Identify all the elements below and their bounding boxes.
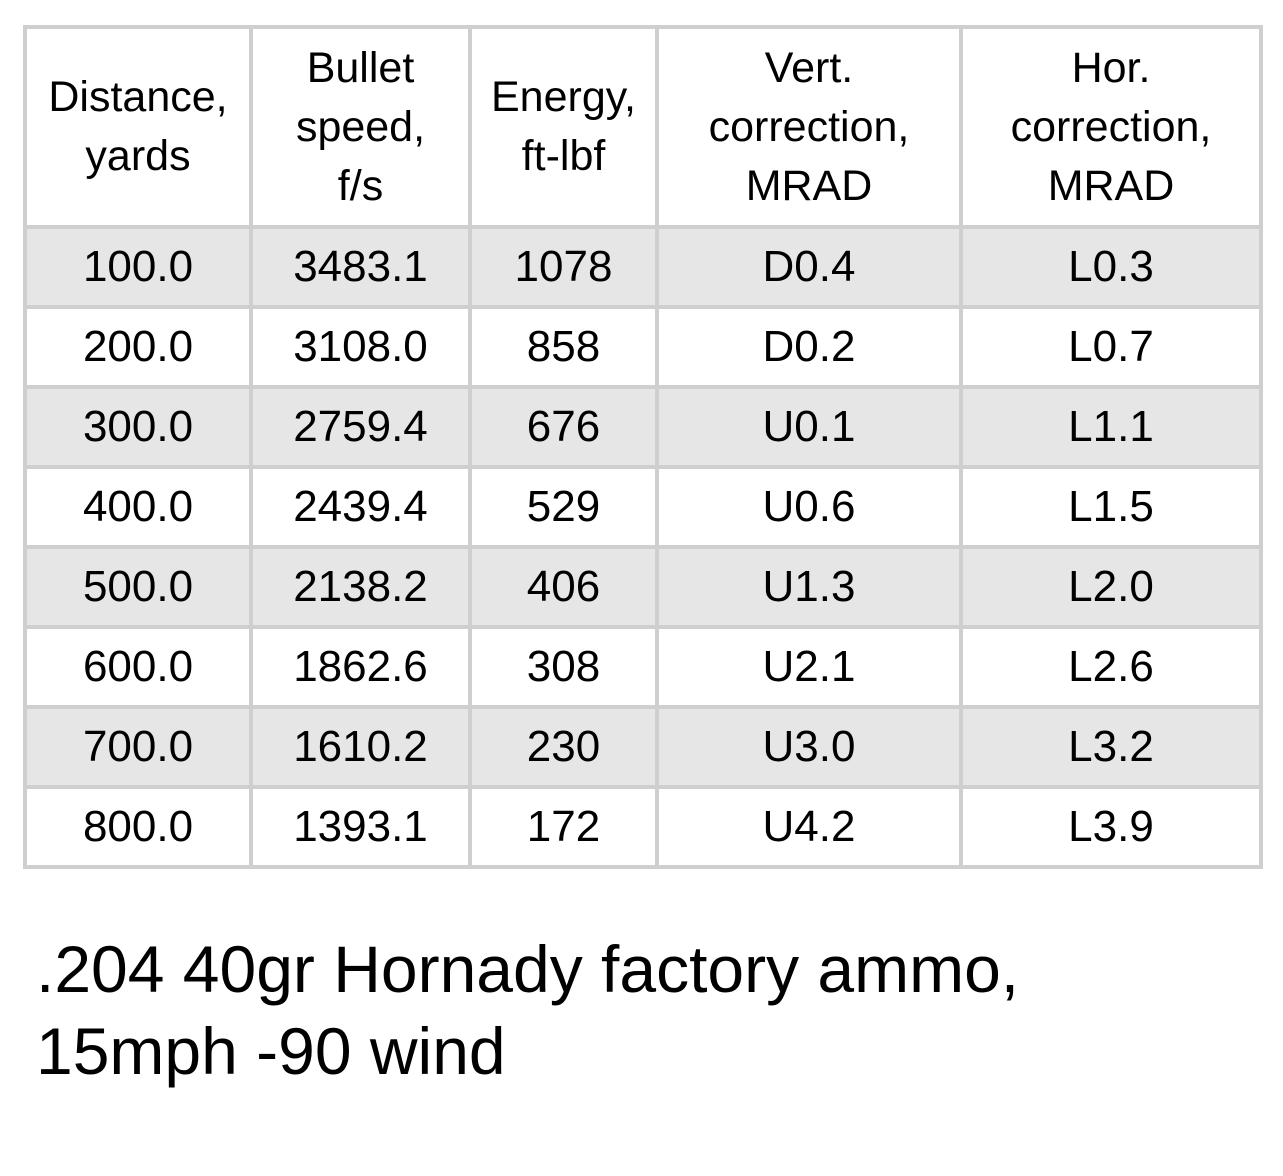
header-bullet-speed: Bullet speed, f/s xyxy=(249,25,472,229)
cell-distance: 400.0 xyxy=(23,465,253,549)
ballistic-table: Distance, yards Bullet speed, f/s Energy… xyxy=(23,25,1263,869)
table-row: 500.0 2138.2 406 U1.3 L2.0 xyxy=(23,545,1263,629)
cell-bullet-speed: 2759.4 xyxy=(249,385,472,469)
header-distance: Distance, yards xyxy=(23,25,253,229)
cell-vert-correction: U1.3 xyxy=(655,545,963,629)
cell-energy: 406 xyxy=(468,545,659,629)
cell-bullet-speed: 3108.0 xyxy=(249,305,472,389)
cell-energy: 308 xyxy=(468,625,659,709)
cell-bullet-speed: 3483.1 xyxy=(249,225,472,309)
cell-energy: 529 xyxy=(468,465,659,549)
cell-vert-correction: D0.2 xyxy=(655,305,963,389)
cell-bullet-speed: 1862.6 xyxy=(249,625,472,709)
table-row: 200.0 3108.0 858 D0.2 L0.7 xyxy=(23,305,1263,389)
cell-vert-correction: U0.6 xyxy=(655,465,963,549)
cell-energy: 676 xyxy=(468,385,659,469)
cell-distance: 300.0 xyxy=(23,385,253,469)
cell-distance: 800.0 xyxy=(23,785,253,869)
cell-vert-correction: U0.1 xyxy=(655,385,963,469)
header-energy: Energy, ft-lbf xyxy=(468,25,659,229)
table-row: 400.0 2439.4 529 U0.6 L1.5 xyxy=(23,465,1263,549)
caption-line-1: .204 40gr Hornady factory ammo, xyxy=(36,932,1020,1006)
cell-hor-correction: L2.6 xyxy=(959,625,1263,709)
cell-hor-correction: L3.9 xyxy=(959,785,1263,869)
cell-distance: 700.0 xyxy=(23,705,253,789)
caption-line-2: 15mph -90 wind xyxy=(36,1014,506,1088)
cell-hor-correction: L1.5 xyxy=(959,465,1263,549)
cell-bullet-speed: 1393.1 xyxy=(249,785,472,869)
cell-hor-correction: L0.3 xyxy=(959,225,1263,309)
cell-distance: 500.0 xyxy=(23,545,253,629)
cell-bullet-speed: 2138.2 xyxy=(249,545,472,629)
table-row: 700.0 1610.2 230 U3.0 L3.2 xyxy=(23,705,1263,789)
cell-distance: 600.0 xyxy=(23,625,253,709)
cell-hor-correction: L0.7 xyxy=(959,305,1263,389)
cell-distance: 100.0 xyxy=(23,225,253,309)
cell-energy: 230 xyxy=(468,705,659,789)
header-vert-correction: Vert. correction, MRAD xyxy=(655,25,963,229)
cell-energy: 858 xyxy=(468,305,659,389)
table-header-row: Distance, yards Bullet speed, f/s Energy… xyxy=(23,25,1263,229)
caption: .204 40gr Hornady factory ammo, 15mph -90… xyxy=(36,928,1256,1092)
cell-energy: 1078 xyxy=(468,225,659,309)
cell-vert-correction: U4.2 xyxy=(655,785,963,869)
table-row: 300.0 2759.4 676 U0.1 L1.1 xyxy=(23,385,1263,469)
table-row: 100.0 3483.1 1078 D0.4 L0.3 xyxy=(23,225,1263,309)
table-row: 600.0 1862.6 308 U2.1 L2.6 xyxy=(23,625,1263,709)
cell-bullet-speed: 2439.4 xyxy=(249,465,472,549)
cell-distance: 200.0 xyxy=(23,305,253,389)
cell-hor-correction: L3.2 xyxy=(959,705,1263,789)
cell-vert-correction: D0.4 xyxy=(655,225,963,309)
cell-vert-correction: U2.1 xyxy=(655,625,963,709)
cell-vert-correction: U3.0 xyxy=(655,705,963,789)
header-hor-correction: Hor. correction, MRAD xyxy=(959,25,1263,229)
cell-hor-correction: L1.1 xyxy=(959,385,1263,469)
cell-hor-correction: L2.0 xyxy=(959,545,1263,629)
cell-bullet-speed: 1610.2 xyxy=(249,705,472,789)
cell-energy: 172 xyxy=(468,785,659,869)
table-row: 800.0 1393.1 172 U4.2 L3.9 xyxy=(23,785,1263,869)
